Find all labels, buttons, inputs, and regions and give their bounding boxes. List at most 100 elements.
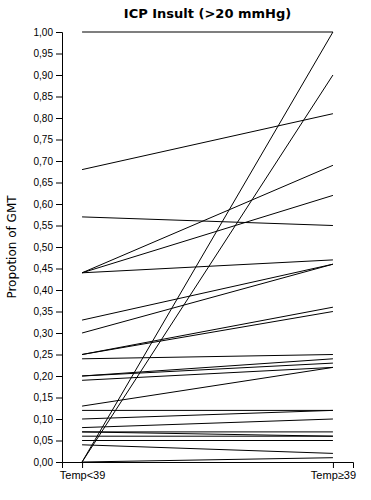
y-tick-label: 0,55 (34, 220, 54, 231)
top-line (82, 31, 333, 32)
y-tick: 0,30 (34, 328, 62, 339)
patient-line (82, 410, 333, 419)
y-tick-label: 0,75 (34, 134, 54, 145)
y-tick: 0,70 (34, 156, 62, 167)
y-tick-label: 0,60 (34, 199, 54, 210)
patient-line (82, 217, 333, 226)
y-tick: 0,25 (34, 349, 62, 360)
y-tick: 1,00 (34, 27, 62, 38)
plot: 0,00 0,05 0,10 0,15 0,20 0,25 0,30 0,35 0,40 0,45… (34, 27, 356, 481)
y-tick-label: 0,40 (34, 285, 54, 296)
y-tick-mark (56, 312, 62, 313)
y-tick-label: 0,05 (34, 435, 54, 446)
y-tick-label: 0,45 (34, 263, 54, 274)
lines (82, 32, 333, 462)
y-tick-label: 0,90 (34, 70, 54, 81)
y-tick-label: 0,00 (34, 457, 54, 468)
y-tick: 0,85 (34, 91, 62, 102)
y-axis: 0,00 0,05 0,10 0,15 0,20 0,25 0,30 0,35 0,40 0,45… (34, 27, 63, 468)
y-tick-mark (56, 355, 62, 356)
y-tick-mark (56, 183, 62, 184)
patient-line (82, 264, 333, 320)
y-tick-mark (56, 290, 62, 291)
y-tick: 0,35 (34, 306, 62, 317)
patient-line (82, 436, 333, 437)
y-tick: 0,90 (34, 70, 62, 81)
y-tick-label: 0,25 (34, 349, 54, 360)
y-tick-mark (56, 54, 62, 55)
y-tick-mark (56, 32, 62, 33)
y-tick-mark (56, 161, 62, 162)
y-tick-mark (56, 441, 62, 442)
patient-line (82, 445, 333, 454)
y-tick: 0,20 (34, 371, 62, 382)
y-tick-label: 0,10 (34, 414, 54, 425)
patient-line (82, 419, 333, 428)
patient-line (82, 367, 333, 380)
x-axis: Temp<39 Temp≥39 (60, 462, 356, 481)
y-tick-label: 0,50 (34, 242, 54, 253)
x-axis-line (63, 463, 354, 469)
patient-line (82, 307, 333, 354)
x-tick: Temp≥39 (311, 462, 356, 481)
patient-line (82, 75, 333, 462)
patient-line (82, 312, 333, 355)
y-tick-label: 0,30 (34, 328, 54, 339)
patient-line (82, 432, 333, 436)
y-tick: 0,95 (34, 48, 62, 59)
y-tick-label: 0,80 (34, 113, 54, 124)
x-tick-label: Temp<39 (60, 469, 106, 481)
patient-line (82, 32, 333, 462)
title: ICP Insult (>20 mmHg) (124, 6, 291, 21)
x-tick-mark (333, 462, 334, 468)
patient-line (82, 355, 333, 359)
y-tick-mark (56, 118, 62, 119)
y-tick-label: 0,65 (34, 177, 54, 188)
x-tick-label: Temp≥39 (311, 469, 356, 481)
y-tick-label: 0,95 (34, 48, 54, 59)
patient-line (82, 458, 333, 462)
y-tick: 0,50 (34, 242, 62, 253)
y-tick-mark (56, 140, 62, 141)
y-tick: 0,75 (34, 134, 62, 145)
patient-line (82, 165, 333, 272)
y-tick-mark (56, 398, 62, 399)
y-tick-mark (56, 247, 62, 248)
y-tick-mark (56, 376, 62, 377)
patient-line (82, 367, 333, 406)
y-tick-label: 0,85 (34, 91, 54, 102)
y-tick-mark (56, 97, 62, 98)
patient-line (82, 440, 333, 441)
y-tick-mark (56, 204, 62, 205)
y-tick: 0,65 (34, 177, 62, 188)
chart: 0,00 0,05 0,10 0,15 0,20 0,25 0,30 0,35 0,40 0,45… (0, 0, 371, 500)
y-tick: 0,05 (34, 435, 62, 446)
y-tick-mark (56, 75, 62, 76)
y-tick: 0,40 (34, 285, 62, 296)
y-tick-mark (56, 462, 62, 463)
patient-line (82, 114, 333, 170)
y-tick-label: 1,00 (34, 27, 54, 38)
y-tick-label: 0,35 (34, 306, 54, 317)
patient-line (82, 260, 333, 273)
y-tick-label: 0,70 (34, 156, 54, 167)
y-axis-line (56, 33, 63, 463)
y-tick: 0,45 (34, 263, 62, 274)
patient-line (82, 264, 333, 333)
x-tick: Temp<39 (60, 462, 106, 481)
y-tick-mark (56, 419, 62, 420)
y-tick: 0,60 (34, 199, 62, 210)
y-tick: 0,00 (34, 457, 62, 468)
y-tick: 0,15 (34, 392, 62, 403)
patient-line (82, 410, 333, 411)
y-tick-label: 0,20 (34, 371, 54, 382)
y-tick-mark (56, 269, 62, 270)
y-tick: 0,55 (34, 220, 62, 231)
y-tick-mark (56, 333, 62, 334)
x-tick-mark (82, 462, 83, 468)
y-tick-label: 0,15 (34, 392, 54, 403)
patient-line (82, 195, 333, 272)
y-tick: 0,10 (34, 414, 62, 425)
y-tick: 0,80 (34, 113, 62, 124)
y-axis-title: Propotion of GMT (5, 195, 19, 299)
